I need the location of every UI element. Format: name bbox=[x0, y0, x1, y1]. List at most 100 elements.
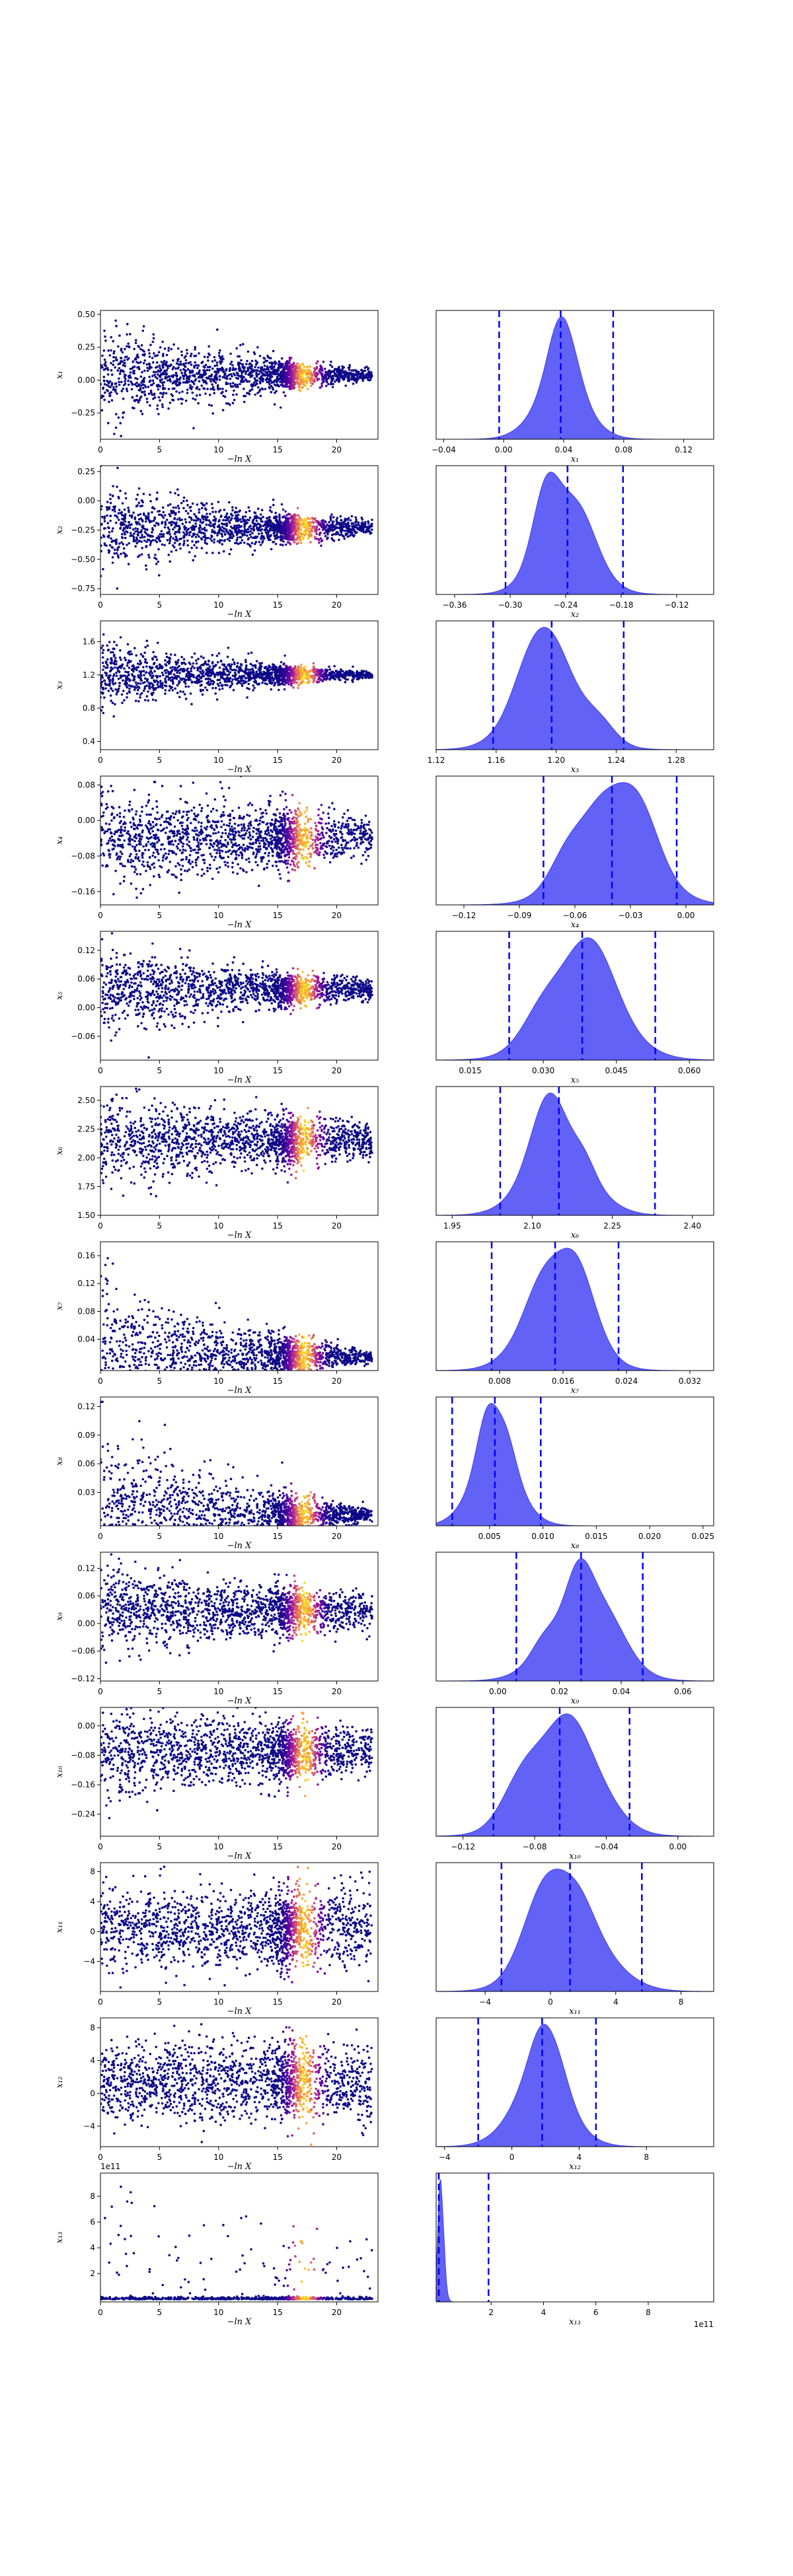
scatter-point bbox=[118, 497, 120, 500]
scatter-point bbox=[205, 673, 208, 676]
scatter-point bbox=[169, 661, 171, 663]
scatter-point bbox=[321, 384, 323, 388]
scatter-point bbox=[222, 371, 225, 373]
scatter-point bbox=[211, 528, 214, 532]
scatter-point bbox=[350, 522, 354, 525]
scatter-point bbox=[261, 377, 264, 380]
scatter-point bbox=[236, 682, 239, 685]
scatter-point bbox=[153, 394, 155, 396]
scatter-point bbox=[221, 543, 224, 546]
scatter-point bbox=[252, 528, 256, 531]
scatter-point bbox=[151, 666, 154, 670]
scatter-point bbox=[254, 680, 257, 683]
scatter-point bbox=[137, 682, 139, 685]
scatter-point bbox=[241, 363, 245, 366]
scatter-point bbox=[246, 359, 248, 363]
scatter-point bbox=[138, 554, 141, 557]
scatter-point bbox=[246, 369, 250, 371]
scatter-point bbox=[213, 531, 217, 534]
scatter-point bbox=[135, 522, 138, 525]
scatter-point bbox=[100, 505, 103, 508]
scatter-point bbox=[111, 690, 114, 692]
scatter-point bbox=[165, 373, 168, 376]
scatter-point bbox=[148, 672, 151, 674]
scatter-point bbox=[194, 536, 198, 538]
scatter-point bbox=[154, 376, 157, 378]
scatter-point bbox=[330, 537, 333, 540]
scatter-point bbox=[186, 381, 189, 384]
scatter-point bbox=[284, 537, 287, 540]
scatter-point bbox=[218, 541, 221, 544]
scatter-point bbox=[323, 532, 326, 535]
scatter-point bbox=[254, 517, 258, 520]
scatter-point bbox=[291, 386, 294, 390]
scatter-point bbox=[168, 657, 171, 659]
scatter-point bbox=[264, 682, 267, 685]
scatter-point bbox=[174, 371, 178, 375]
scatter-point bbox=[143, 369, 146, 373]
scatter-point bbox=[295, 373, 298, 376]
scatter-point bbox=[214, 511, 217, 513]
scatter-point bbox=[184, 509, 188, 513]
scatter-point bbox=[355, 524, 358, 527]
scatter-point bbox=[297, 514, 299, 517]
scatter-point bbox=[114, 382, 118, 385]
scatter-point bbox=[221, 367, 224, 371]
scatter-point bbox=[137, 345, 141, 348]
scatter-point bbox=[154, 539, 157, 542]
scatter-point bbox=[206, 366, 209, 369]
scatter-point bbox=[113, 653, 116, 657]
scatter-point bbox=[126, 333, 128, 336]
scatter-point bbox=[217, 531, 221, 534]
scatter-point bbox=[293, 369, 297, 373]
scatter-point bbox=[271, 676, 274, 678]
scatter-point bbox=[260, 662, 264, 664]
scatter-point bbox=[321, 367, 324, 370]
scatter-point bbox=[245, 373, 247, 375]
scatter-point bbox=[126, 525, 130, 528]
scatter-point bbox=[172, 537, 175, 540]
scatter-point bbox=[312, 662, 315, 664]
scatter-point bbox=[244, 659, 247, 662]
scatter-point bbox=[260, 509, 264, 511]
scatter-point bbox=[184, 518, 187, 521]
scatter-point bbox=[233, 389, 235, 392]
scatter-point bbox=[306, 517, 309, 520]
scatter-point bbox=[195, 516, 198, 519]
scatter-point bbox=[302, 369, 305, 372]
scatter-point bbox=[180, 350, 183, 353]
scatter-point bbox=[122, 543, 125, 546]
scatter-point bbox=[286, 533, 289, 536]
scatter-point bbox=[161, 406, 164, 408]
scatter-point bbox=[120, 347, 123, 350]
scatter-point bbox=[221, 687, 224, 690]
scatter-point bbox=[218, 367, 221, 371]
scatter-point bbox=[146, 680, 149, 683]
scatter-point bbox=[241, 674, 244, 678]
scatter-point bbox=[173, 526, 176, 529]
scatter-point bbox=[111, 701, 114, 704]
scatter-point bbox=[120, 390, 124, 392]
scatter-point bbox=[191, 665, 194, 668]
scatter-point bbox=[110, 687, 112, 690]
scatter-point bbox=[153, 687, 156, 690]
scatter-point bbox=[115, 693, 118, 696]
scatter-point bbox=[118, 334, 121, 337]
scatter-point bbox=[127, 506, 130, 509]
scatter-point bbox=[249, 545, 252, 548]
scatter-point bbox=[126, 671, 129, 674]
scatter-point bbox=[289, 530, 293, 533]
scatter-point bbox=[252, 518, 255, 521]
scatter-point bbox=[248, 362, 252, 365]
scatter-point bbox=[135, 498, 138, 501]
scatter-point bbox=[225, 517, 229, 519]
scatter-point bbox=[159, 665, 162, 668]
scatter-point bbox=[235, 519, 238, 522]
scatter-point bbox=[132, 528, 135, 531]
scatter-point bbox=[259, 382, 262, 384]
scatter-point bbox=[208, 366, 211, 369]
scatter-point bbox=[218, 528, 221, 532]
scatter-point bbox=[338, 380, 340, 383]
scatter-point bbox=[237, 377, 240, 380]
scatter-point bbox=[115, 542, 118, 546]
